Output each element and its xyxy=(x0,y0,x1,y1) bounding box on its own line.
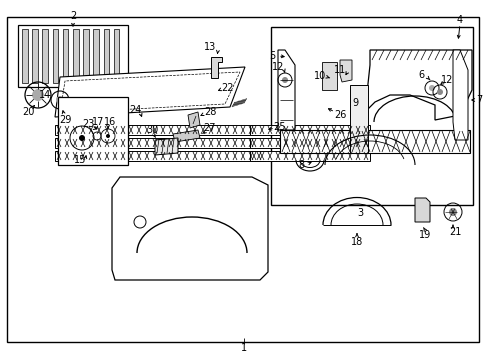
Text: 23: 23 xyxy=(81,119,94,129)
Circle shape xyxy=(106,134,110,138)
Text: 21: 21 xyxy=(448,227,460,237)
Text: 16: 16 xyxy=(103,117,116,127)
Polygon shape xyxy=(155,138,178,155)
Circle shape xyxy=(428,85,434,91)
Text: 26: 26 xyxy=(333,110,346,120)
Polygon shape xyxy=(339,60,351,82)
Text: 4: 4 xyxy=(456,15,462,25)
FancyBboxPatch shape xyxy=(55,138,254,148)
Bar xyxy=(42,29,48,83)
Text: 19: 19 xyxy=(418,230,430,240)
Text: 12: 12 xyxy=(271,62,284,72)
Text: 24: 24 xyxy=(128,105,141,115)
Text: 30: 30 xyxy=(145,125,158,135)
Text: 27: 27 xyxy=(203,123,216,133)
Text: 10: 10 xyxy=(313,71,325,81)
Bar xyxy=(22,29,27,83)
Text: 28: 28 xyxy=(203,107,216,117)
Bar xyxy=(73,29,79,83)
Polygon shape xyxy=(187,112,200,128)
Text: 2: 2 xyxy=(70,11,76,21)
Text: 7: 7 xyxy=(475,95,481,105)
Bar xyxy=(62,29,68,83)
Circle shape xyxy=(436,89,442,95)
Bar xyxy=(18,25,128,87)
Circle shape xyxy=(79,135,85,141)
FancyBboxPatch shape xyxy=(55,125,254,135)
Text: 20: 20 xyxy=(22,107,34,117)
FancyBboxPatch shape xyxy=(249,151,369,161)
Polygon shape xyxy=(278,50,294,130)
Circle shape xyxy=(56,96,64,104)
Bar xyxy=(321,62,336,90)
Bar xyxy=(103,29,109,83)
Text: 15: 15 xyxy=(74,155,86,165)
Bar xyxy=(93,29,99,83)
Text: 29: 29 xyxy=(59,115,71,125)
Text: 11: 11 xyxy=(333,65,346,75)
Text: 9: 9 xyxy=(351,98,357,108)
FancyBboxPatch shape xyxy=(55,151,264,161)
Polygon shape xyxy=(55,67,244,117)
Text: 13: 13 xyxy=(203,42,216,52)
FancyBboxPatch shape xyxy=(249,138,369,148)
Text: 8: 8 xyxy=(297,160,304,170)
Bar xyxy=(270,27,472,205)
Text: 17: 17 xyxy=(92,117,104,127)
Polygon shape xyxy=(280,130,469,153)
Bar xyxy=(83,29,89,83)
Polygon shape xyxy=(364,50,471,120)
FancyBboxPatch shape xyxy=(249,125,369,135)
Text: 18: 18 xyxy=(350,237,363,247)
Polygon shape xyxy=(414,198,429,222)
Circle shape xyxy=(282,77,287,83)
Polygon shape xyxy=(112,177,267,280)
Polygon shape xyxy=(173,130,200,142)
Text: 6: 6 xyxy=(417,70,423,80)
Text: 22: 22 xyxy=(221,83,234,93)
Polygon shape xyxy=(210,57,222,78)
Text: 5: 5 xyxy=(268,51,275,61)
Text: 25: 25 xyxy=(273,122,285,132)
Polygon shape xyxy=(349,85,367,153)
Bar xyxy=(53,29,58,83)
Text: 14: 14 xyxy=(39,90,51,100)
Circle shape xyxy=(32,89,44,101)
Bar xyxy=(32,29,38,83)
Circle shape xyxy=(448,208,456,216)
Text: 3: 3 xyxy=(356,208,362,218)
Bar xyxy=(114,29,119,83)
Text: 12: 12 xyxy=(440,75,452,85)
Polygon shape xyxy=(452,50,467,140)
Bar xyxy=(58,97,128,165)
Text: 1: 1 xyxy=(241,343,246,353)
